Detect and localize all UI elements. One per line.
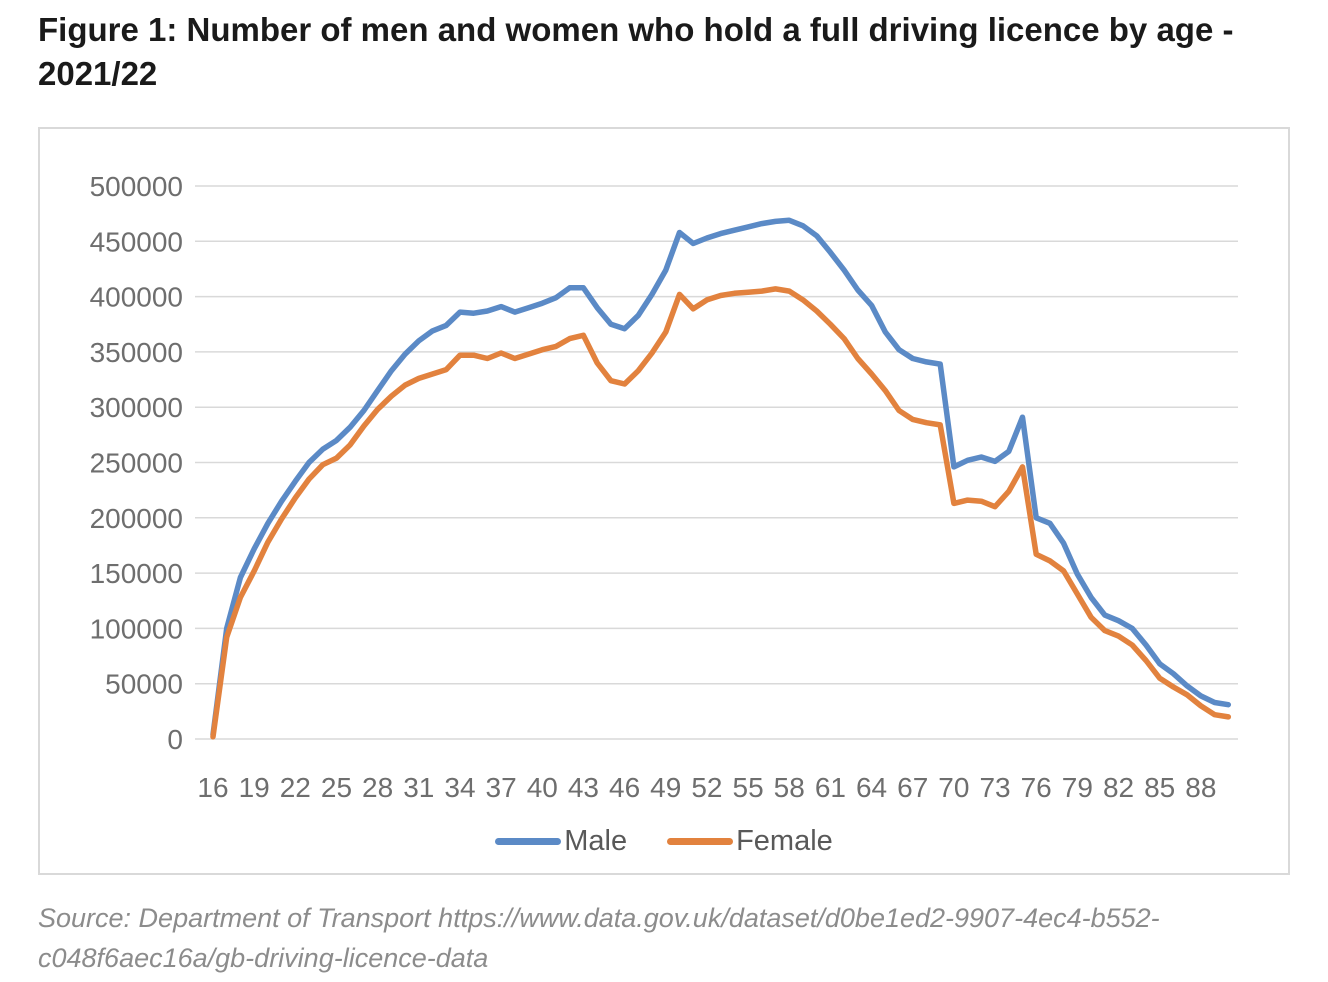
- x-tick-label: 67: [897, 772, 928, 803]
- y-tick-label: 400000: [90, 282, 183, 313]
- y-tick-label: 100000: [90, 613, 183, 644]
- x-tick-label: 25: [321, 772, 352, 803]
- y-tick-label: 50000: [105, 669, 183, 700]
- figure-title: Figure 1: Number of men and women who ho…: [38, 11, 1234, 92]
- x-axis-tick-labels: 16 19 22 25 28 31 34 37 40 43 46 49 52 55 58 61 64 67 70 73…: [197, 772, 1216, 803]
- x-tick-label: 52: [691, 772, 722, 803]
- x-tick-label: 31: [403, 772, 434, 803]
- x-tick-label: 22: [280, 772, 311, 803]
- male-line-swatch-icon: [495, 838, 562, 845]
- x-tick-label: 40: [527, 772, 558, 803]
- x-tick-label: 61: [815, 772, 846, 803]
- y-tick-label: 300000: [90, 392, 183, 423]
- y-tick-label: 350000: [90, 337, 183, 368]
- x-tick-label: 43: [568, 772, 599, 803]
- male-line: [210, 217, 1232, 738]
- y-tick-label: 150000: [90, 558, 183, 589]
- gridlines: [195, 185, 1238, 740]
- source-attribution: Source: Department of Transport https://…: [38, 898, 1238, 978]
- x-tick-label: 64: [856, 772, 887, 803]
- y-tick-label: 250000: [90, 448, 183, 479]
- x-tick-label: 28: [362, 772, 393, 803]
- x-tick-label: 82: [1103, 772, 1134, 803]
- x-tick-label: 46: [609, 772, 640, 803]
- legend-label-male: Male: [564, 825, 628, 857]
- x-tick-label: 34: [444, 772, 475, 803]
- x-tick-label: 58: [774, 772, 805, 803]
- y-tick-label: 0: [167, 724, 183, 755]
- x-tick-label: 73: [979, 772, 1010, 803]
- x-tick-label: 37: [486, 772, 517, 803]
- x-tick-label: 85: [1144, 772, 1175, 803]
- legend-label-female: Female: [736, 825, 833, 857]
- x-tick-label: 55: [733, 772, 764, 803]
- chart-canvas: 0 50000 100000 150000 200000 250000 300000 3500…: [90, 171, 1238, 803]
- x-tick-label: 49: [650, 772, 681, 803]
- x-tick-label: 19: [239, 772, 270, 803]
- source-line-2: c048f6aec16a/gb-driving-licence-data: [38, 943, 489, 973]
- female-line: [210, 286, 1232, 740]
- x-tick-label: 88: [1185, 772, 1216, 803]
- x-tick-label: 70: [938, 772, 969, 803]
- y-tick-label: 200000: [90, 503, 183, 534]
- legend-item-male: Male: [495, 825, 627, 858]
- female-line-swatch-icon: [667, 838, 734, 845]
- chart-area: 0 50000 100000 150000 200000 250000 300000 3500…: [38, 127, 1290, 875]
- x-tick-label: 79: [1062, 772, 1093, 803]
- y-axis-tick-labels: 0 50000 100000 150000 200000 250000 300000 3500…: [90, 171, 183, 755]
- x-tick-label: 16: [197, 772, 228, 803]
- chart-legend: Male Female: [40, 825, 1288, 858]
- source-line-1: Source: Department of Transport https://…: [38, 903, 1160, 933]
- legend-item-female: Female: [667, 825, 833, 858]
- y-tick-label: 500000: [90, 171, 183, 202]
- x-tick-label: 76: [1021, 772, 1052, 803]
- y-tick-label: 450000: [90, 226, 183, 257]
